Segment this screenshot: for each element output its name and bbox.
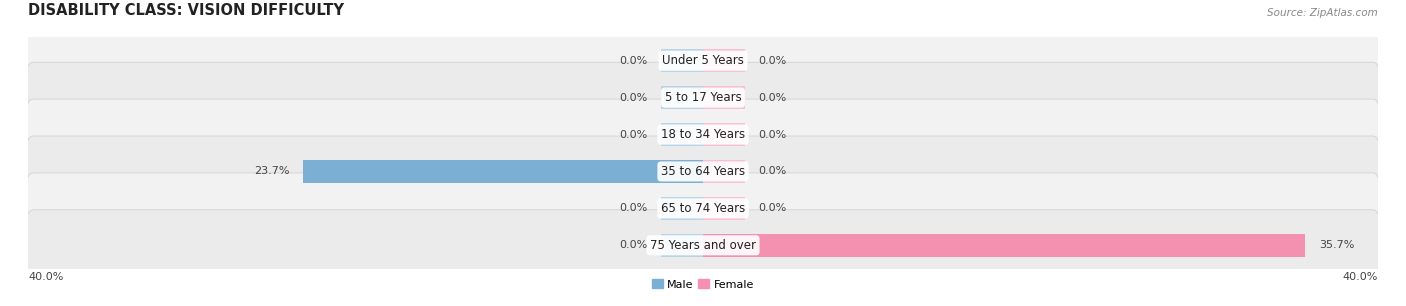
FancyBboxPatch shape bbox=[27, 210, 1379, 281]
Bar bbox=[661, 197, 703, 220]
Text: 0.0%: 0.0% bbox=[759, 56, 787, 66]
Text: 75 Years and over: 75 Years and over bbox=[650, 239, 756, 252]
Text: 0.0%: 0.0% bbox=[619, 240, 647, 250]
Bar bbox=[661, 123, 703, 146]
Bar bbox=[661, 86, 703, 109]
Text: 0.0%: 0.0% bbox=[759, 203, 787, 213]
Bar bbox=[703, 234, 1305, 257]
FancyBboxPatch shape bbox=[27, 25, 1379, 96]
FancyBboxPatch shape bbox=[27, 173, 1379, 244]
Text: 65 to 74 Years: 65 to 74 Years bbox=[661, 202, 745, 215]
Legend: Male, Female: Male, Female bbox=[647, 274, 759, 294]
Text: 35 to 64 Years: 35 to 64 Years bbox=[661, 165, 745, 178]
Bar bbox=[304, 160, 703, 183]
Text: 0.0%: 0.0% bbox=[619, 93, 647, 103]
Text: 0.0%: 0.0% bbox=[619, 203, 647, 213]
Text: DISABILITY CLASS: VISION DIFFICULTY: DISABILITY CLASS: VISION DIFFICULTY bbox=[28, 3, 344, 18]
Text: 5 to 17 Years: 5 to 17 Years bbox=[665, 91, 741, 104]
Text: Source: ZipAtlas.com: Source: ZipAtlas.com bbox=[1267, 8, 1378, 18]
Text: 23.7%: 23.7% bbox=[254, 166, 290, 177]
Text: 18 to 34 Years: 18 to 34 Years bbox=[661, 128, 745, 141]
FancyBboxPatch shape bbox=[27, 99, 1379, 170]
Bar bbox=[703, 123, 745, 146]
Text: 35.7%: 35.7% bbox=[1319, 240, 1354, 250]
Text: 40.0%: 40.0% bbox=[28, 272, 63, 282]
Text: 0.0%: 0.0% bbox=[759, 129, 787, 140]
FancyBboxPatch shape bbox=[27, 136, 1379, 207]
Text: 0.0%: 0.0% bbox=[619, 56, 647, 66]
Bar bbox=[661, 234, 703, 257]
Bar bbox=[703, 86, 745, 109]
Bar bbox=[703, 197, 745, 220]
Bar bbox=[661, 49, 703, 72]
Text: 0.0%: 0.0% bbox=[619, 129, 647, 140]
Text: Under 5 Years: Under 5 Years bbox=[662, 54, 744, 67]
Text: 0.0%: 0.0% bbox=[759, 93, 787, 103]
Text: 0.0%: 0.0% bbox=[759, 166, 787, 177]
Bar bbox=[703, 49, 745, 72]
Bar bbox=[703, 160, 745, 183]
Text: 40.0%: 40.0% bbox=[1343, 272, 1378, 282]
FancyBboxPatch shape bbox=[27, 62, 1379, 133]
